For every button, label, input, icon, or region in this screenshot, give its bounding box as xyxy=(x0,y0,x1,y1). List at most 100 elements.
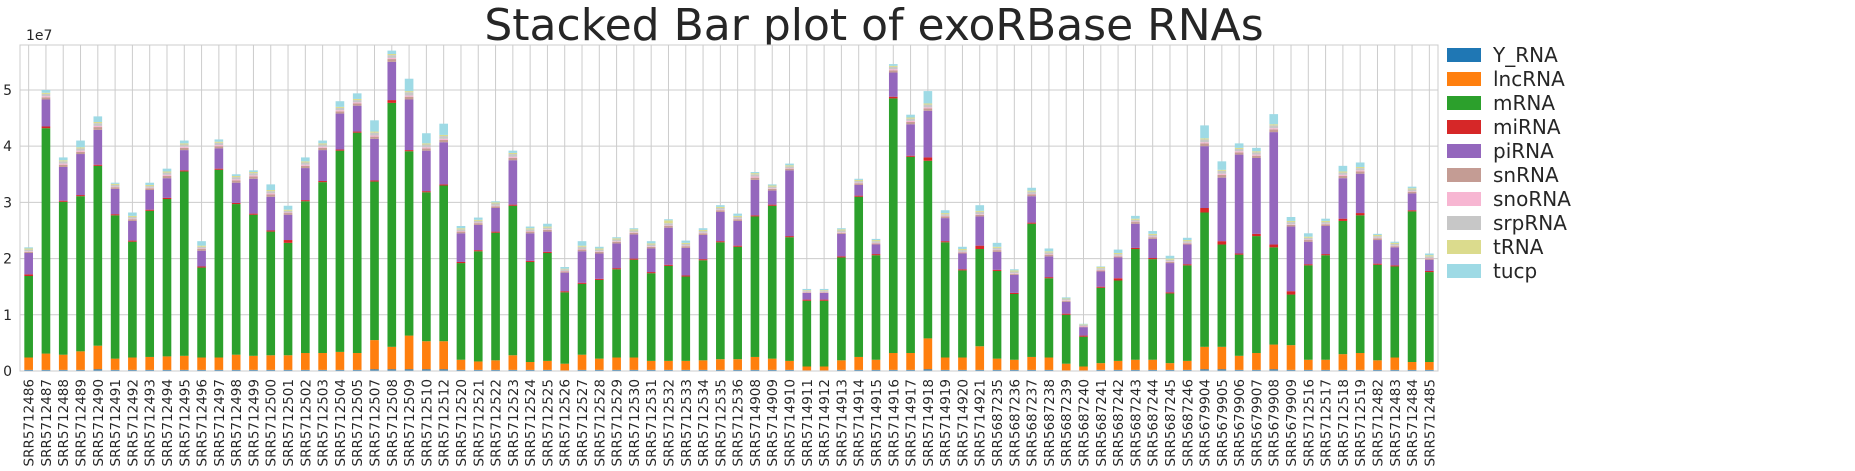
bar-segment xyxy=(1252,154,1261,156)
x-tick-label: SRR5714911 xyxy=(800,379,816,466)
bar-segment xyxy=(612,238,621,240)
x-tick-label: SRR5714918 xyxy=(921,379,937,466)
bar-segment xyxy=(767,369,777,371)
bar-segment xyxy=(301,161,310,163)
legend-swatch xyxy=(1447,96,1481,110)
bar-segment xyxy=(888,96,898,99)
bar-segment xyxy=(1044,277,1054,279)
bar-segment xyxy=(871,241,881,243)
bar-segment xyxy=(352,93,362,99)
bar-segment xyxy=(1303,240,1313,242)
bar-segment xyxy=(1010,273,1019,274)
x-tick-label: SRR5712487 xyxy=(39,379,55,466)
bar-segment xyxy=(179,147,189,151)
bar-segment xyxy=(1234,143,1244,148)
bar-segment xyxy=(387,100,397,103)
bar-segment xyxy=(1044,357,1054,370)
bar-segment xyxy=(473,219,483,221)
bar-segment xyxy=(1252,151,1261,153)
bar-segment xyxy=(612,268,621,270)
bar-segment xyxy=(646,360,656,370)
bar-segment xyxy=(785,170,794,237)
bar-segment xyxy=(231,179,241,181)
bar-segment xyxy=(352,132,362,354)
bar-segment xyxy=(231,354,241,370)
bar-segment xyxy=(318,182,327,354)
bar-segment xyxy=(1355,353,1365,370)
bar-segment xyxy=(1390,266,1400,358)
bar-segment xyxy=(352,369,362,371)
bar-segment xyxy=(923,108,933,111)
bar-segment xyxy=(439,185,448,342)
bar-segment xyxy=(681,369,691,371)
bar-segment xyxy=(93,123,103,126)
bar-segment xyxy=(352,98,362,101)
bar-segment xyxy=(1269,125,1279,129)
bar-segment xyxy=(1027,187,1036,191)
bar-segment xyxy=(422,341,431,370)
bar-segment xyxy=(1148,236,1157,238)
bar-segment xyxy=(249,214,258,356)
bar-segment xyxy=(1148,258,1157,260)
x-tick-label: SRR5712530 xyxy=(627,379,643,466)
bar-segment xyxy=(1044,254,1054,255)
bar-segment xyxy=(560,291,570,293)
bar-segment xyxy=(352,353,362,370)
bar-segment xyxy=(93,116,103,122)
bar-segment xyxy=(1338,220,1348,355)
bar-segment xyxy=(958,252,967,254)
bar-segment xyxy=(473,220,483,223)
bar-segment xyxy=(1303,265,1313,360)
bar-segment xyxy=(128,212,137,216)
bar-segment xyxy=(128,218,137,220)
x-tick-label: SRR5714908 xyxy=(748,379,764,466)
x-tick-label: SRR5712494 xyxy=(160,379,176,466)
bar-segment xyxy=(1355,162,1365,167)
bar-segment xyxy=(58,163,68,165)
bar-segment xyxy=(318,143,327,145)
bar-segment xyxy=(992,270,1002,359)
bar-segment xyxy=(301,162,310,165)
bar-segment xyxy=(335,106,345,108)
bar-segment xyxy=(439,139,448,143)
bar-segment xyxy=(1303,237,1313,240)
bar-segment xyxy=(491,202,500,204)
bar-segment xyxy=(1148,233,1157,235)
bar-segment xyxy=(577,249,587,250)
bar-segment xyxy=(162,369,172,371)
bar-segment xyxy=(231,182,241,203)
bar-segment xyxy=(162,168,172,172)
bar-segment xyxy=(577,354,587,370)
bar-segment xyxy=(837,230,846,233)
bar-segment xyxy=(1355,213,1365,216)
bar-segment xyxy=(629,357,639,370)
bar-segment xyxy=(145,182,155,185)
bar-segment xyxy=(1252,236,1261,354)
bar-segment xyxy=(128,215,137,217)
bar-segment xyxy=(1027,194,1036,197)
x-tick-label: SRR5712485 xyxy=(1422,379,1438,466)
bar-segment xyxy=(231,369,241,371)
bar-segment xyxy=(525,231,535,232)
bar-segment xyxy=(958,369,967,371)
bar-segment xyxy=(750,177,760,180)
bar-segment xyxy=(1096,270,1106,272)
bar-segment xyxy=(110,369,120,371)
bar-segment xyxy=(958,246,967,250)
bar-segment xyxy=(1407,362,1417,370)
bar-segment xyxy=(1131,215,1140,219)
bar-segment xyxy=(906,120,915,122)
bar-segment xyxy=(1200,208,1209,213)
legend: Y_RNAlncRNAmRNAmiRNApiRNAsnRNAsnoRNAsrpR… xyxy=(1441,38,1851,292)
x-tick-label: SRR5714917 xyxy=(904,379,920,466)
bar-segment xyxy=(1217,244,1227,347)
bar-segment xyxy=(335,150,345,352)
bar-segment xyxy=(301,369,310,371)
bar-segment xyxy=(629,228,639,230)
x-tick-label: SRR5712519 xyxy=(1353,379,1369,466)
bar-segment xyxy=(906,118,915,121)
bar-segment xyxy=(456,225,466,229)
bar-segment xyxy=(1425,362,1434,370)
bar-segment xyxy=(854,369,864,371)
legend-swatch xyxy=(1447,216,1481,230)
